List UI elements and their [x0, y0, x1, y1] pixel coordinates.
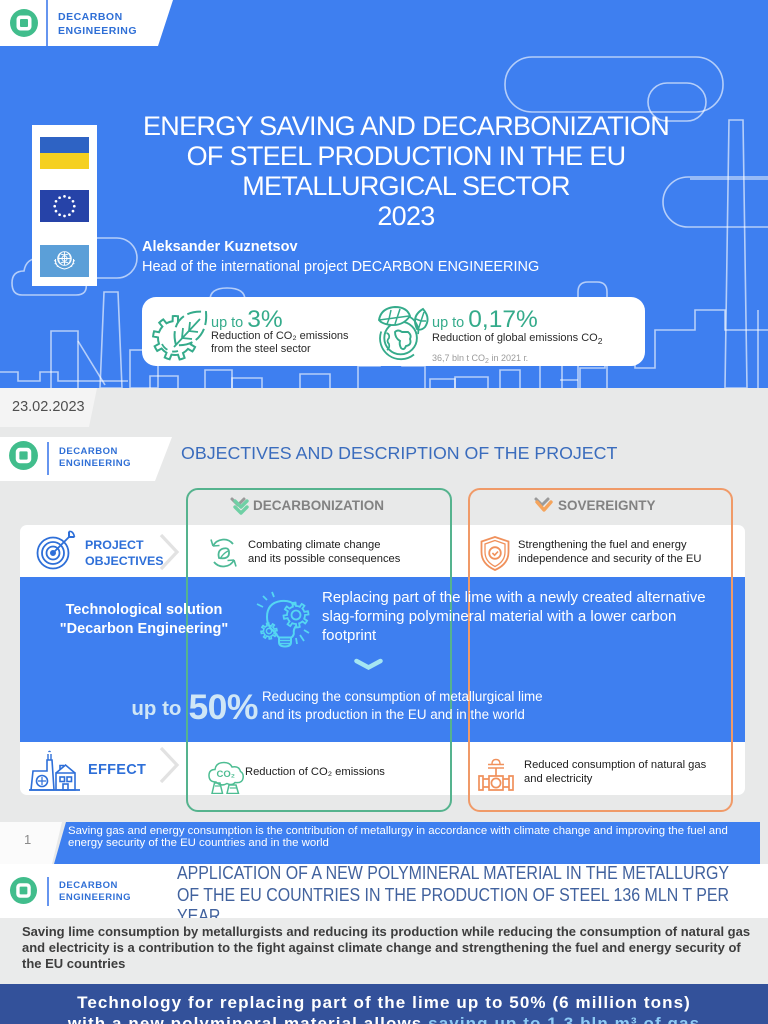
- svg-text:CO₂: CO₂: [217, 769, 235, 780]
